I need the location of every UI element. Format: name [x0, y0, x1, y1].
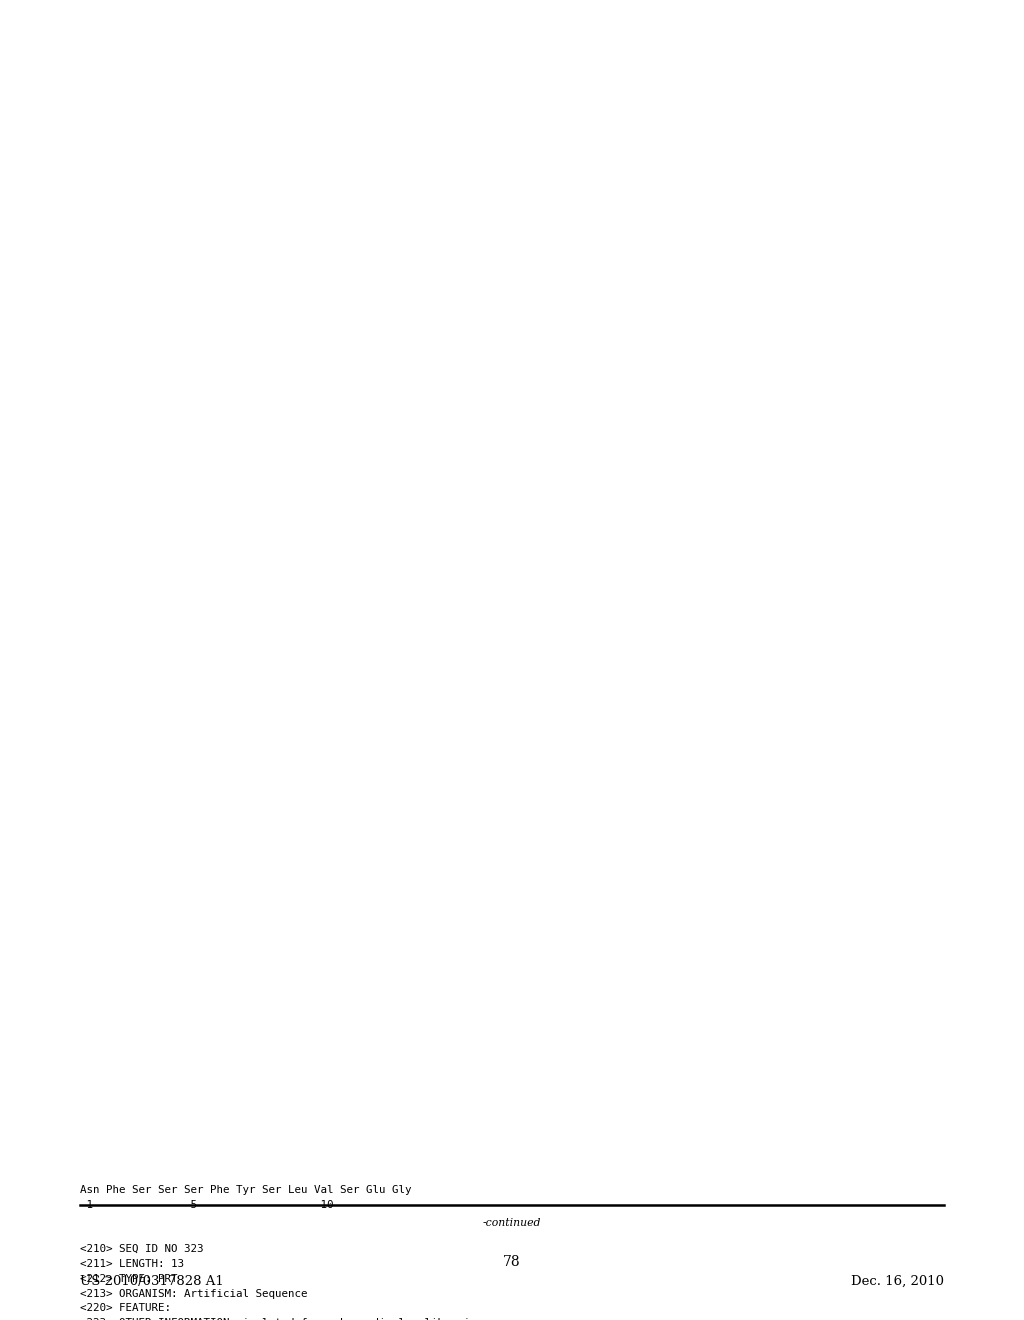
Text: US 2010/0317828 A1: US 2010/0317828 A1 — [80, 1275, 223, 1288]
Text: <212> TYPE: PRT: <212> TYPE: PRT — [80, 1274, 177, 1284]
Text: -continued: -continued — [482, 1218, 542, 1228]
Text: <223> OTHER INFORMATION: isolated from phage display libraries: <223> OTHER INFORMATION: isolated from p… — [80, 1319, 483, 1320]
Text: 78: 78 — [503, 1255, 521, 1269]
Text: Asn Phe Ser Ser Ser Phe Tyr Ser Leu Val Ser Glu Gly: Asn Phe Ser Ser Ser Phe Tyr Ser Leu Val … — [80, 1185, 412, 1195]
Text: <211> LENGTH: 13: <211> LENGTH: 13 — [80, 1259, 184, 1269]
Text: Dec. 16, 2010: Dec. 16, 2010 — [851, 1275, 944, 1288]
Text: 1               5                   10: 1 5 10 — [80, 1200, 334, 1210]
Text: <220> FEATURE:: <220> FEATURE: — [80, 1303, 171, 1313]
Text: <213> ORGANISM: Artificial Sequence: <213> ORGANISM: Artificial Sequence — [80, 1288, 307, 1299]
Text: <210> SEQ ID NO 323: <210> SEQ ID NO 323 — [80, 1245, 204, 1254]
